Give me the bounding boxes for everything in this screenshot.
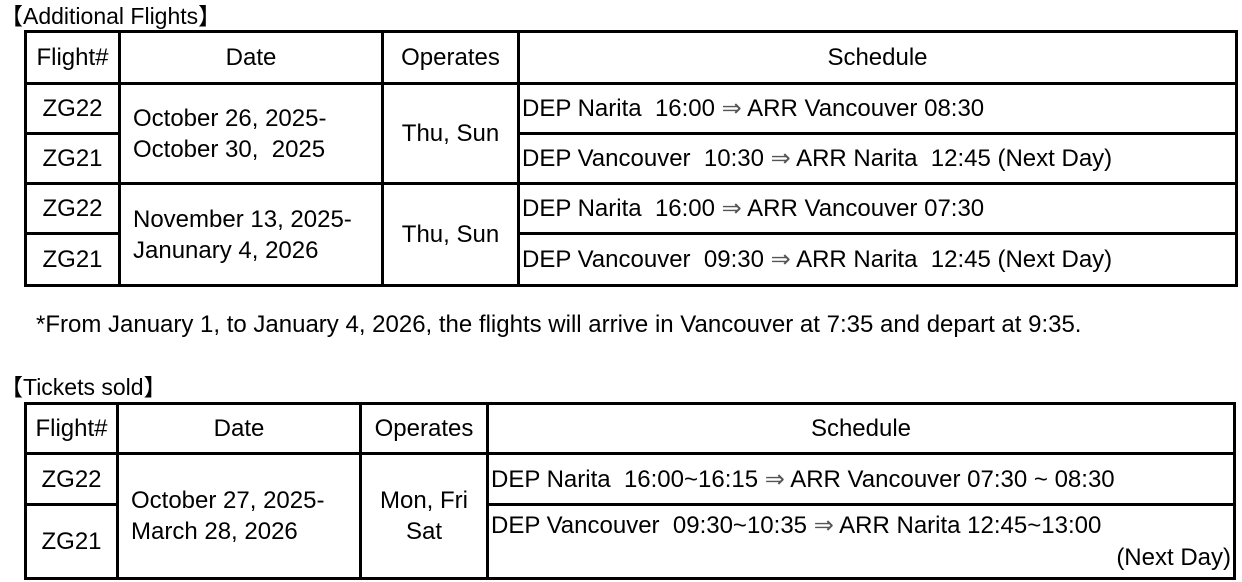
table-row: ZG21 DEP Vancouver 10:30 ⇒ ARR Narita 12… [24, 132, 1238, 185]
additional-flights-table: Flight# Date Operates Schedule ZG22 Octo… [24, 30, 1238, 287]
table-row: ZG21 DEP Vancouver 09:30~10:35 ⇒ ARR Nar… [24, 503, 1236, 580]
table-row: ZG22 October 27, 2025- March 28, 2026 Mo… [24, 452, 1236, 580]
header-flight: Flight# [24, 30, 121, 85]
header-schedule: Schedule [517, 30, 1238, 85]
footnote: *From January 1, to January 4, 2026, the… [36, 311, 1082, 338]
departure: DEP Narita 16:00 [522, 195, 722, 222]
date-range: October 26, 2025- October 30, 2025 [118, 82, 384, 185]
arrow-icon: ⇒ [813, 511, 834, 539]
schedule: DEP Vancouver 09:30 ⇒ ARR Narita 12:45 (… [517, 232, 1238, 287]
header-operates: Operates [381, 30, 520, 85]
flight-number: ZG22 [24, 182, 121, 235]
arrow-icon: ⇒ [770, 145, 791, 172]
operates-days: Thu, Sun [381, 182, 520, 287]
arrival: ARR Vancouver 08:30 [741, 95, 985, 122]
operates-days: Mon, Fri Sat [359, 452, 489, 580]
next-day-label: (Next Day) [1116, 543, 1231, 571]
table-row: ZG22 October 26, 2025- October 30, 2025 … [24, 82, 1238, 185]
schedule: DEP Narita 16:00~16:15 ⇒ ARR Vancouver 0… [486, 452, 1236, 506]
arrival: ARR Vancouver 07:30 [741, 195, 985, 222]
departure: DEP Vancouver 09:30 [522, 246, 771, 273]
arrival: ARR Vancouver 07:30 ~ 08:30 [784, 465, 1115, 493]
flight-number: ZG22 [24, 82, 121, 135]
header-row: Flight# Date Operates Schedule [24, 30, 1238, 85]
arrow-icon: ⇒ [770, 246, 791, 273]
additional-flights-title: 【Additional Flights】 [0, 3, 222, 29]
table-row: ZG22 November 13, 2025- Janunary 4, 2026… [24, 182, 1238, 287]
schedule: DEP Vancouver 09:30~10:35 ⇒ ARR Narita 1… [486, 503, 1236, 580]
table-row: ZG21 DEP Vancouver 09:30 ⇒ ARR Narita 12… [24, 232, 1238, 287]
departure: DEP Narita 16:00 [522, 95, 722, 122]
arrival: ARR Narita 12:45 (Next Day) [790, 246, 1113, 273]
header-row: Flight# Date Operates Schedule [24, 402, 1236, 455]
arrow-icon: ⇒ [721, 95, 742, 122]
arrival: ARR Narita 12:45 (Next Day) [790, 145, 1113, 172]
departure: DEP Narita 16:00~16:15 [491, 465, 765, 493]
departure: DEP Vancouver 09:30~10:35 [491, 511, 814, 539]
date-range: October 27, 2025- March 28, 2026 [116, 452, 362, 580]
arrival: ARR Narita 12:45~13:00 [833, 511, 1102, 539]
flight-number: ZG22 [24, 452, 119, 506]
operates-days: Thu, Sun [381, 82, 520, 185]
flight-number: ZG21 [24, 232, 121, 287]
arrow-icon: ⇒ [721, 195, 742, 222]
flight-number: ZG21 [24, 132, 121, 185]
header-schedule: Schedule [486, 402, 1236, 455]
header-flight: Flight# [24, 402, 119, 455]
date-range: November 13, 2025- Janunary 4, 2026 [118, 182, 384, 287]
schedule: DEP Narita 16:00 ⇒ ARR Vancouver 08:30 [517, 82, 1238, 135]
arrow-icon: ⇒ [764, 465, 785, 493]
header-date: Date [116, 402, 362, 455]
flight-number: ZG21 [24, 503, 119, 580]
schedule: DEP Narita 16:00 ⇒ ARR Vancouver 07:30 [517, 182, 1238, 235]
header-operates: Operates [359, 402, 489, 455]
tickets-sold-table: Flight# Date Operates Schedule ZG22 Octo… [24, 402, 1236, 580]
departure: DEP Vancouver 10:30 [522, 145, 771, 172]
tickets-sold-title: 【Tickets sold】 [0, 374, 167, 400]
header-date: Date [118, 30, 384, 85]
schedule: DEP Vancouver 10:30 ⇒ ARR Narita 12:45 (… [517, 132, 1238, 185]
